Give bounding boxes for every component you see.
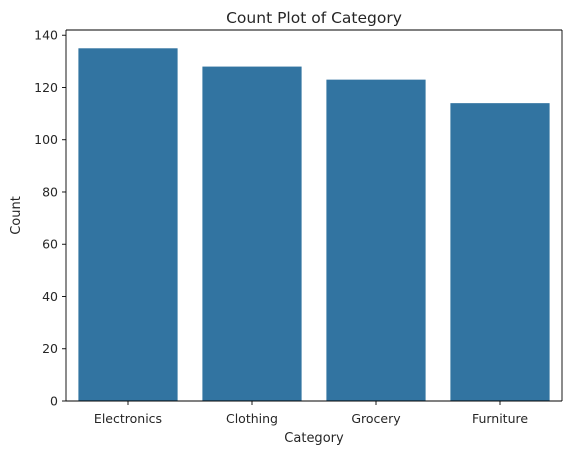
y-tick-label-100: 100 bbox=[34, 132, 58, 147]
x-axis-label: Category bbox=[284, 431, 344, 446]
x-tick-label-clothing: Clothing bbox=[226, 411, 278, 426]
axes-layer bbox=[65, 29, 563, 402]
y-tick-label-80: 80 bbox=[42, 184, 58, 199]
x-tick-label-grocery: Grocery bbox=[351, 411, 401, 426]
bars-layer bbox=[78, 48, 550, 402]
ticks-layer: 0 20 40 60 80 100 120 140 Electronics Clothing Gro… bbox=[34, 28, 528, 426]
y-tick-label-60: 60 bbox=[42, 237, 58, 252]
x-tick-label-electronics: Electronics bbox=[94, 411, 162, 426]
chart-title: Count Plot of Category bbox=[226, 9, 402, 27]
y-tick-label-20: 20 bbox=[42, 341, 58, 356]
bar-grocery bbox=[326, 79, 426, 402]
bar-clothing bbox=[202, 66, 302, 402]
bar-electronics bbox=[78, 48, 178, 402]
y-axis-label: Count bbox=[9, 196, 24, 235]
y-tick-label-140: 140 bbox=[34, 28, 58, 43]
bar-furniture bbox=[450, 103, 550, 401]
y-tick-label-120: 120 bbox=[34, 80, 58, 95]
y-tick-label-0: 0 bbox=[50, 394, 58, 409]
y-tick-label-40: 40 bbox=[42, 289, 58, 304]
x-tick-label-furniture: Furniture bbox=[472, 411, 528, 426]
